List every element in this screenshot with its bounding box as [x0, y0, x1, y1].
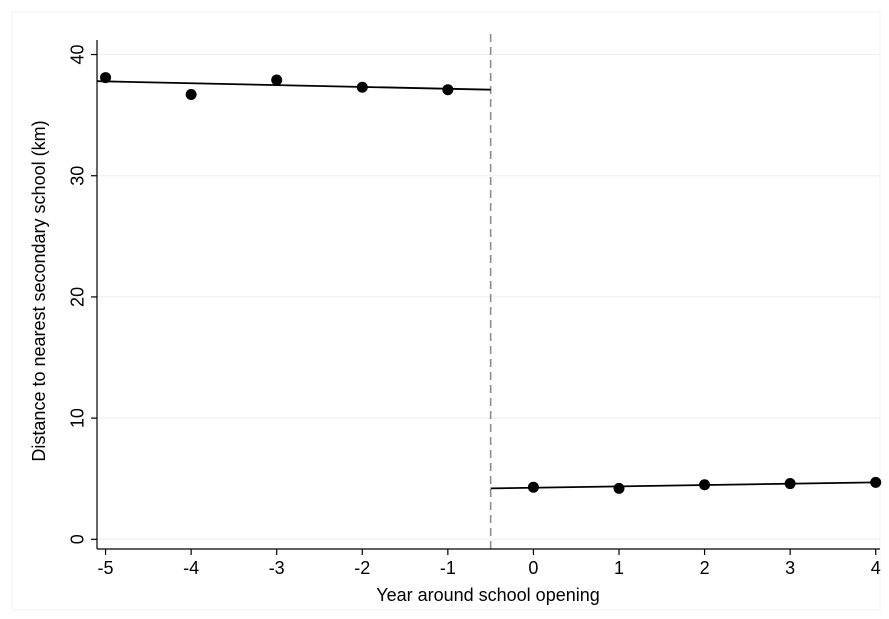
y-axis-title: Distance to nearest secondary school (km…: [29, 120, 49, 461]
x-tick-label: 2: [700, 558, 710, 578]
y-axis-ticks: 0 10 20 30 40: [67, 45, 97, 544]
x-tick-label: 1: [614, 558, 624, 578]
x-tick-label: -5: [98, 558, 114, 578]
x-tick-label: -3: [269, 558, 285, 578]
y-tick-label: 40: [67, 45, 87, 65]
grid-lines: [97, 54, 880, 540]
x-tick-label: -2: [354, 558, 370, 578]
data-point: [699, 479, 711, 491]
x-tick-label: 3: [785, 558, 795, 578]
data-point: [613, 482, 625, 494]
data-point: [356, 81, 368, 93]
plot-frame: [11, 11, 881, 611]
data-point: [100, 72, 112, 84]
y-tick-label: 20: [67, 287, 87, 307]
fit-lines: [96, 80, 876, 490]
x-axis-ticks: -5 -4 -3 -2 -1 0 1 2 3 4: [98, 549, 881, 578]
x-tick-label: 0: [528, 558, 538, 578]
data-point: [870, 476, 882, 488]
data-point: [185, 89, 197, 101]
x-tick-label: -4: [183, 558, 199, 578]
y-tick-label: 0: [67, 534, 87, 544]
data-point: [784, 478, 796, 490]
data-points: [100, 72, 882, 494]
fit-line: [490, 481, 876, 490]
x-tick-label: -1: [440, 558, 456, 578]
data-point: [527, 481, 539, 493]
data-point: [442, 84, 454, 96]
data-point: [271, 74, 283, 86]
fit-line: [96, 80, 491, 91]
x-axis-title: Year around school opening: [376, 585, 600, 605]
x-tick-label: 4: [871, 558, 881, 578]
y-tick-label: 10: [67, 408, 87, 428]
y-tick-label: 30: [67, 166, 87, 186]
